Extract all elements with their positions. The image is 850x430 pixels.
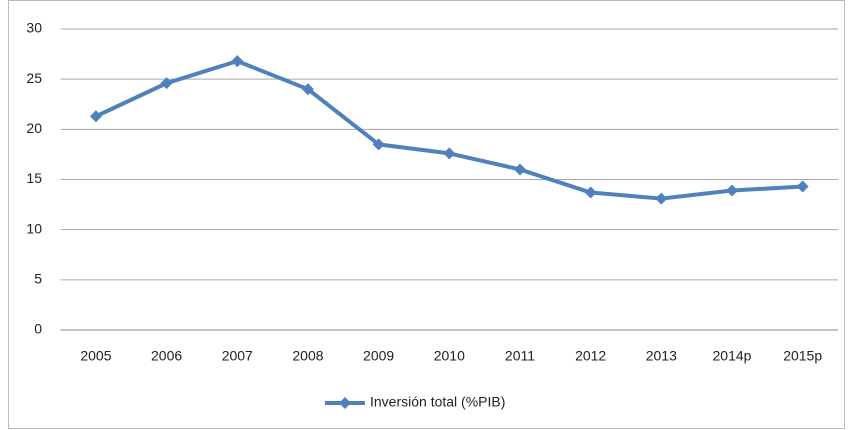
y-tick-label: 30: [26, 20, 42, 36]
data-point: [655, 192, 668, 205]
legend-label: Inversión total (%PIB): [370, 394, 505, 410]
data-point: [301, 83, 314, 96]
x-tick-label: 2011: [505, 348, 535, 364]
x-tick-label: 2007: [222, 348, 253, 364]
y-tick-label: 5: [34, 271, 42, 287]
x-tick-label: 2014p: [713, 348, 752, 364]
x-tick-label: 2006: [151, 348, 182, 364]
data-point: [513, 163, 526, 176]
data-point: [725, 184, 738, 197]
y-tick-label: 10: [26, 220, 42, 236]
x-tick-label: 2012: [575, 348, 606, 364]
y-tick-label: 25: [26, 70, 42, 86]
y-tick-label: 15: [26, 170, 42, 186]
data-point: [231, 55, 244, 68]
data-point: [796, 180, 809, 193]
data-point: [160, 77, 173, 90]
x-tick-label: 2005: [80, 348, 111, 364]
data-point: [584, 186, 597, 199]
x-tick-label: 2009: [363, 348, 394, 364]
data-point: [89, 110, 102, 123]
x-tick-label: 2015p: [783, 348, 822, 364]
data-point: [372, 138, 385, 151]
legend-marker: [339, 397, 351, 409]
x-tick-label: 2013: [646, 348, 677, 364]
data-point: [443, 147, 456, 160]
x-tick-label: 2008: [292, 348, 323, 364]
y-tick-label: 20: [26, 120, 42, 136]
x-tick-label: 2010: [434, 348, 465, 364]
y-tick-label: 0: [34, 321, 42, 337]
chart-frame: [8, 0, 845, 429]
